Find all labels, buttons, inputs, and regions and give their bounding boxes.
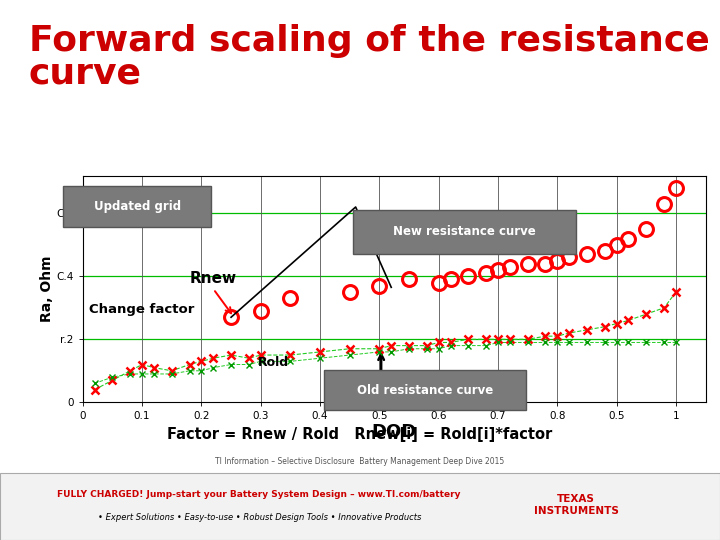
FancyBboxPatch shape <box>63 186 211 227</box>
Y-axis label: Ra, Ohm: Ra, Ohm <box>40 255 53 322</box>
Text: TI Information – Selective Disclosure  Battery Management Deep Dive 2015: TI Information – Selective Disclosure Ba… <box>215 457 505 466</box>
FancyBboxPatch shape <box>324 370 526 410</box>
Text: Rnew: Rnew <box>189 271 237 286</box>
Text: Old resistance curve: Old resistance curve <box>356 383 493 397</box>
Text: Rold: Rold <box>258 356 289 369</box>
Text: FULLY CHARGED! Jump-start your Battery System Design – www.TI.com/battery: FULLY CHARGED! Jump-start your Battery S… <box>58 490 461 498</box>
Text: Factor = Rnew / Rold   Rnew[i] = Rold[i]*factor: Factor = Rnew / Rold Rnew[i] = Rold[i]*f… <box>167 427 553 442</box>
Text: TEXAS
INSTRUMENTS: TEXAS INSTRUMENTS <box>534 494 618 516</box>
Text: Updated grid: Updated grid <box>94 200 181 213</box>
X-axis label: DOD: DOD <box>372 423 417 441</box>
FancyBboxPatch shape <box>353 210 576 254</box>
Text: • Expert Solutions • Easy-to-use • Robust Design Tools • Innovative Products: • Expert Solutions • Easy-to-use • Robus… <box>97 513 421 522</box>
Text: Forward scaling of the resistance: Forward scaling of the resistance <box>29 24 709 58</box>
Text: curve: curve <box>29 57 142 91</box>
Text: New resistance curve: New resistance curve <box>393 225 536 238</box>
Text: Change factor: Change factor <box>89 302 194 315</box>
